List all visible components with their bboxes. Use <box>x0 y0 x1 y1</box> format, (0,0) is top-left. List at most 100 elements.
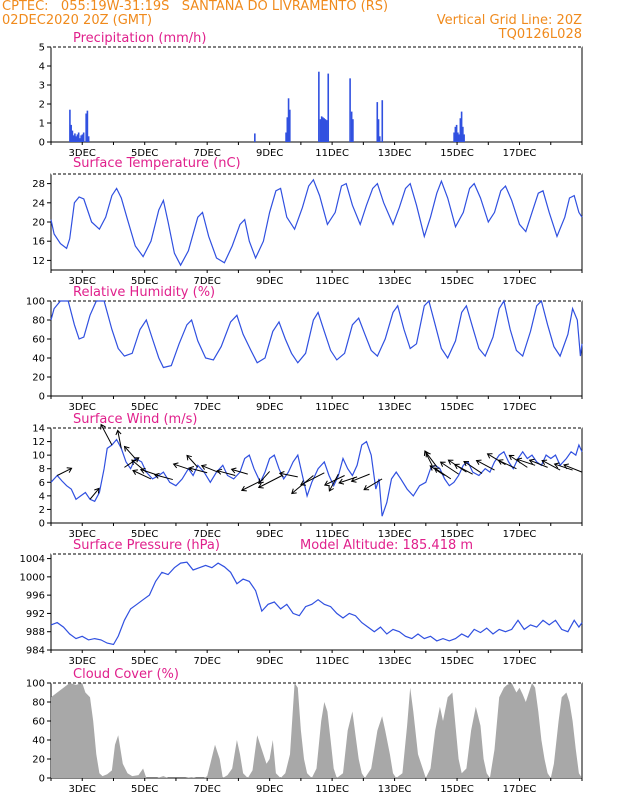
panel-1-bar-41 <box>460 111 463 142</box>
panel-1-title: Precipitation (mm/h) <box>73 31 206 46</box>
panel-4-wind-arrowhead-18 <box>257 482 264 489</box>
panel-2-ytick-label-3: 24 <box>32 198 45 209</box>
panel-4-title: Surface Wind (m/s) <box>73 412 197 427</box>
panel-3-ytick-label-0: 0 <box>39 392 45 403</box>
panel-1-bar-4 <box>74 133 76 142</box>
panel-4-wind-arrowhead-13 <box>200 464 207 470</box>
panel-4-wind-arrowhead-2 <box>100 423 106 430</box>
panel-4-wind-vector-43 <box>563 464 583 473</box>
panel-4-wind-vector-16 <box>241 479 264 491</box>
panel-5-ytick-label-2: 992 <box>26 609 45 620</box>
panel-4-wind-arrowhead-21 <box>300 480 306 486</box>
panel-5-frame <box>50 553 583 651</box>
panel-4-wind-vector-17 <box>258 471 271 484</box>
panel-4-wind-vector-41 <box>541 460 561 471</box>
panel-1-bar-16 <box>285 132 287 142</box>
panel-1-bar-34 <box>381 100 384 142</box>
panel-1-ytick-label-2: 2 <box>39 100 45 111</box>
panel-4-wind-vector-29 <box>429 465 445 476</box>
panel-1-bar-33 <box>378 136 381 142</box>
panel-1-ytick-label-0: 0 <box>39 138 45 149</box>
panel-4-wind-vector-2 <box>100 424 113 446</box>
header-line3-right: TQ0126L028 <box>498 27 582 42</box>
panel-4-wind-arrowhead-10 <box>172 462 179 469</box>
panel-4-wind-arrowhead-31 <box>439 461 446 467</box>
panel-4-wind-arrowhead-14 <box>216 468 223 475</box>
panel-1-bar-43 <box>463 134 465 142</box>
panel-4-wind-arrowhead-0 <box>66 467 73 473</box>
panel-5-xtick-label-6: 15DEC <box>440 656 474 667</box>
panel-5-xtick-label-1: 5DEC <box>131 656 158 667</box>
panel-3-ytick-label-2: 40 <box>32 354 45 365</box>
panel-4-wind-vector-25 <box>351 473 370 482</box>
panel-4-wind-vector-30 <box>434 467 452 480</box>
panel-1-bar-11 <box>82 132 85 142</box>
panel-4-frame <box>50 427 583 524</box>
panel-1-bar-0 <box>69 109 71 142</box>
panel-4-wind-vector-12 <box>189 467 208 474</box>
panel-4-wind-vector-5 <box>124 446 136 459</box>
panel-1-bar-14 <box>87 136 90 142</box>
panel-4-wind-arrowhead-33 <box>453 463 460 470</box>
panel-6-cloud-area <box>51 683 582 778</box>
panel-3-xtick-label-4: 11DEC <box>315 402 349 413</box>
panel-4-wind-vector-1 <box>89 488 100 500</box>
panel-1-bar-1 <box>70 124 72 142</box>
panel-5-xtick-label-2: 7DEC <box>193 656 220 667</box>
panel-3-title: Relative Humidity (%) <box>73 285 215 300</box>
panel-1-bar-2 <box>71 130 74 142</box>
panel-4-ytick-label-2: 4 <box>39 491 45 502</box>
panel-1-bar-17 <box>286 117 289 142</box>
panel-2-xtick-label-1: 5DEC <box>131 276 158 287</box>
panel-1-bar-15 <box>254 133 256 142</box>
panel-6-xtick-label-6: 15DEC <box>440 784 474 795</box>
panel-4-xtick-label-7: 17DEC <box>503 529 537 540</box>
panel-4-xtick-label-2: 7DEC <box>193 529 220 540</box>
panel-4-wind-vector-40 <box>529 459 548 468</box>
panel-2-xtick-label-4: 11DEC <box>315 276 349 287</box>
panel-1-bar-27 <box>327 73 330 142</box>
panel-4-wind-arrowhead-34 <box>463 460 470 467</box>
panel-3-ytick-label-3: 60 <box>32 335 45 346</box>
panel-4-wind-arrowhead-5 <box>123 445 130 452</box>
panel-4-wind-vector-18 <box>258 475 283 488</box>
panel-4-wind-arrowhead-1 <box>94 487 100 494</box>
panel-1-bar-18 <box>287 98 290 142</box>
panel-6-xtick-label-2: 7DEC <box>193 784 220 795</box>
panel-4-wind-arrowhead-8 <box>139 467 146 474</box>
panel-4-wind-arrowhead-3 <box>115 429 122 436</box>
panel-3-xtick-label-6: 15DEC <box>440 402 474 413</box>
panel-2-ytick-label-1: 16 <box>32 237 45 248</box>
panel-3-ytick-label-5: 100 <box>26 297 45 308</box>
panel-4-wind-arrowhead-9 <box>153 472 160 479</box>
panel-4-wind-arrowhead-42 <box>553 462 560 469</box>
panel-4-wind-vector-36 <box>487 453 506 466</box>
panel-6-ytick-label-0: 0 <box>39 774 45 785</box>
header-line1-left: CPTEC: 055:19W-31:19S SANTANA DO LIVRAME… <box>2 0 389 14</box>
panel-2-xtick-label-7: 17DEC <box>503 276 537 287</box>
panel-4-wind-arrowhead-35 <box>475 459 482 466</box>
panel-3-ytick-label-1: 20 <box>32 373 45 384</box>
panel-1-xtick-label-4: 11DEC <box>315 148 349 159</box>
panel-1-frame <box>50 46 583 143</box>
panel-3-xtick-label-7: 17DEC <box>503 402 537 413</box>
panel-2-xtick-label-6: 15DEC <box>440 276 474 287</box>
panel-4-ytick-label-0: 0 <box>39 519 45 530</box>
panel-1-bar-5 <box>75 136 77 142</box>
panel-2-ytick-label-2: 20 <box>32 218 45 229</box>
panel-4-wind-arrowhead-19 <box>278 471 285 478</box>
panel-1-bar-20 <box>318 71 320 142</box>
panel-1-bar-23 <box>322 117 324 142</box>
panel-5-annotation: Model Altitude: 185.418 m <box>300 538 473 553</box>
panel-5-series-line <box>50 561 583 646</box>
panel-4-wind-arrowhead-39 <box>516 457 523 464</box>
panel-1-bar-21 <box>319 119 322 142</box>
panel-4-wind-vector-35 <box>476 460 495 471</box>
panel-3-xtick-label-5: 13DEC <box>378 402 412 413</box>
panel-1-xtick-label-2: 7DEC <box>193 148 220 159</box>
panel-6-ytick-label-1: 20 <box>32 755 45 766</box>
panel-4-wind-arrowhead-12 <box>188 466 195 473</box>
panel-6-xtick-label-7: 17DEC <box>503 784 537 795</box>
panel-1-bar-40 <box>459 118 462 142</box>
panel-1-bar-9 <box>80 135 82 142</box>
